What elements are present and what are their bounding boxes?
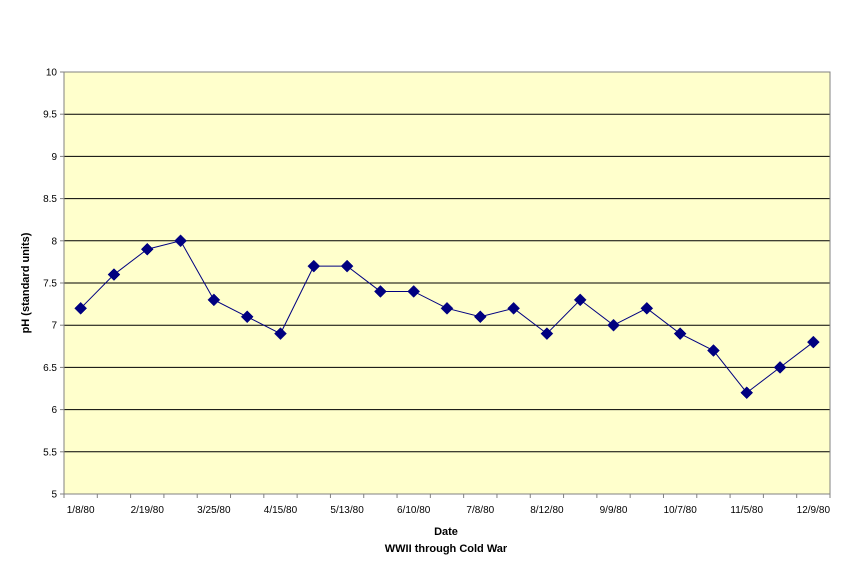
x-tick-label: 8/12/80 bbox=[530, 505, 564, 516]
y-tick-label: 8 bbox=[51, 236, 57, 247]
data-point-marker bbox=[640, 301, 654, 315]
data-point-marker bbox=[707, 344, 720, 357]
data-point-marker bbox=[74, 301, 88, 315]
x-tick-label: 1/8/80 bbox=[67, 505, 95, 516]
data-point-marker bbox=[507, 301, 520, 315]
y-tick-label: 5 bbox=[51, 490, 57, 501]
y-tick-label: 10 bbox=[46, 68, 58, 79]
x-tick-label: 4/15/80 bbox=[264, 505, 298, 516]
data-point-marker bbox=[174, 234, 187, 248]
y-tick-label: 6 bbox=[51, 405, 57, 416]
data-point-marker bbox=[573, 293, 587, 307]
y-tick-label: 9 bbox=[51, 152, 57, 163]
data-point-marker bbox=[440, 301, 454, 315]
data-point-marker bbox=[407, 285, 421, 298]
x-tick-label: 7/8/80 bbox=[466, 505, 494, 516]
x-tick-label: 3/25/80 bbox=[197, 505, 231, 516]
data-point-marker bbox=[673, 327, 687, 340]
x-axis-ticks: 1/8/80 2/19/80 3/25/80 4/15/80 5/13/80 6/10/8… bbox=[63, 494, 831, 516]
x-tick-label: 5/13/80 bbox=[330, 505, 364, 516]
data-point-marker bbox=[240, 310, 254, 324]
y-tick-label: 7.5 bbox=[43, 279, 57, 290]
data-point-marker bbox=[773, 361, 787, 374]
y-axis-ticks: 5 5.5 6 6.5 7 7.5 8 8.5 9 9.5 10 bbox=[43, 68, 64, 501]
y-tick-label: 6.5 bbox=[43, 363, 57, 374]
y-axis-title: pH (standard units) bbox=[20, 232, 32, 333]
x-axis-subtitle: WWII through Cold War bbox=[385, 543, 508, 555]
data-point-marker bbox=[540, 327, 554, 340]
y-tick-label: 5.5 bbox=[43, 447, 57, 458]
y-tick-label: 9.5 bbox=[43, 110, 57, 121]
data-point-marker bbox=[473, 310, 487, 324]
data-point-marker bbox=[374, 285, 387, 298]
data-point-marker bbox=[607, 318, 620, 332]
x-axis-title: Date bbox=[434, 526, 458, 538]
series-layer bbox=[74, 234, 820, 400]
x-tick-label: 12/9/80 bbox=[797, 505, 831, 516]
data-point-marker bbox=[740, 386, 754, 400]
data-point-marker bbox=[140, 242, 154, 256]
data-point-marker bbox=[274, 327, 287, 340]
data-point-marker bbox=[307, 259, 321, 273]
data-point-marker bbox=[107, 268, 121, 281]
x-tick-label: 2/19/80 bbox=[131, 505, 165, 516]
x-tick-label: 6/10/80 bbox=[397, 505, 431, 516]
y-tick-label: 8.5 bbox=[43, 194, 57, 205]
y-tick-label: 7 bbox=[51, 321, 57, 332]
data-point-marker bbox=[207, 293, 221, 307]
x-tick-label: 9/9/80 bbox=[600, 505, 628, 516]
data-point-marker bbox=[340, 259, 354, 273]
x-tick-label: 10/7/80 bbox=[663, 505, 697, 516]
data-point-marker bbox=[806, 335, 820, 349]
plot-border bbox=[63, 71, 831, 495]
x-tick-label: 11/5/80 bbox=[730, 505, 763, 516]
